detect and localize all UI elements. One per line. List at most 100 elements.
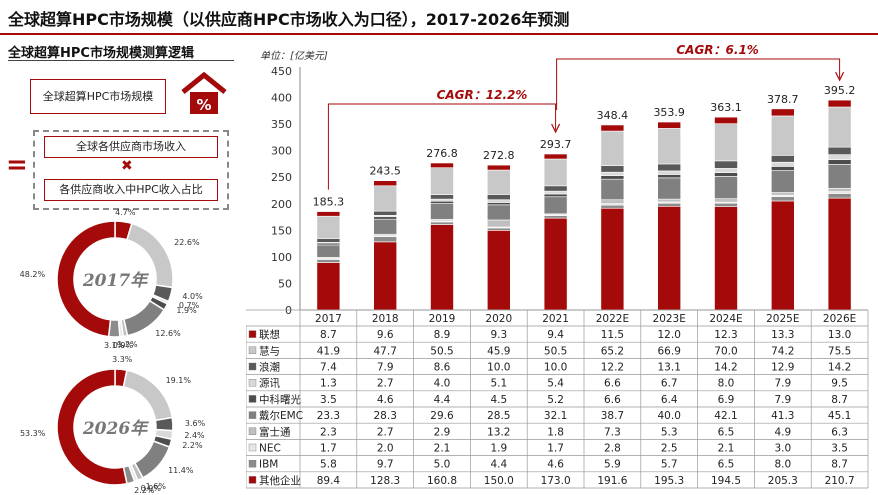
bar-segment — [487, 219, 511, 228]
bar-segment — [373, 180, 397, 187]
legend-swatch — [248, 443, 257, 452]
table-cell: 32.1 — [544, 410, 567, 422]
table-cell: 2.3 — [320, 426, 337, 438]
bar-segment — [657, 177, 682, 200]
market-size-box: 全球超算HPC市场规模 — [30, 79, 166, 114]
table-cell: 13.1 — [658, 362, 681, 374]
cagr-line-1 — [327, 103, 557, 190]
series-name: 其他企业 — [259, 474, 301, 487]
donut-percent-label: 3.3% — [112, 355, 133, 365]
bar-segment — [714, 172, 738, 177]
y-tick-label: 200 — [271, 198, 292, 211]
donut-percent-label: 3.1% — [103, 340, 125, 350]
table-cell: 9.3 — [490, 329, 507, 341]
section-subtitle: 全球超算HPC市场规模测算逻辑 — [8, 46, 194, 61]
table-cell: 4.0 — [434, 378, 451, 390]
bar-segment — [487, 227, 511, 231]
table-cell: 2.1 — [434, 443, 451, 455]
table-cell: 12.0 — [658, 329, 681, 341]
donut-2026: 2026年 — [56, 368, 174, 486]
bar-segment — [487, 164, 511, 171]
bar-segment — [543, 158, 568, 187]
total-label: 378.7 — [767, 93, 799, 106]
bar-segment — [543, 193, 568, 198]
donut-slice — [56, 220, 116, 338]
bar-segment — [600, 204, 625, 209]
bar-segment — [714, 198, 738, 203]
table-cell: 7.9 — [774, 378, 791, 390]
supplier-revenue-box: 全球各供应商市场收入 — [44, 136, 218, 158]
bar-segment — [770, 196, 795, 202]
table-cell: 50.5 — [544, 345, 567, 357]
cagr-line-2 — [556, 58, 841, 111]
donut-percent-label: 22.6% — [174, 238, 200, 248]
bar-segment — [600, 124, 625, 132]
table-cell: 66.9 — [658, 345, 681, 357]
page-title: 全球超算HPC市场规模（以供应商HPC市场收入为口径），2017-2026年预测 — [8, 10, 570, 29]
donut-percent-label: 19.1% — [165, 375, 191, 385]
table-cell: 12.3 — [714, 329, 737, 341]
table-cell: 38.7 — [601, 410, 624, 422]
table-cell: 7.4 — [320, 362, 337, 374]
table-cell: 6.7 — [661, 378, 678, 390]
table-cell: 5.4 — [547, 378, 564, 390]
legend-swatch — [248, 476, 257, 484]
table-cell: 4.4 — [434, 394, 451, 406]
table-cell: 9.5 — [831, 378, 848, 390]
total-label: 272.8 — [483, 149, 515, 162]
donut-slice — [56, 368, 128, 486]
bar-segment — [316, 215, 341, 239]
table-cell: 1.7 — [320, 443, 337, 455]
legend-swatch — [248, 411, 257, 419]
bar-segment — [487, 199, 511, 203]
bar-segment — [543, 217, 568, 311]
table-cell: 4.9 — [774, 426, 791, 438]
bar-segment — [827, 197, 852, 311]
donut-percent-label: 2.2% — [182, 440, 203, 450]
table-cell: 13.2 — [487, 426, 510, 438]
legend-swatch — [248, 427, 257, 435]
table-cell: 89.4 — [317, 475, 341, 487]
legend-swatch — [248, 362, 257, 371]
bar-segment — [770, 192, 795, 196]
y-tick-label: 400 — [271, 92, 292, 105]
y-tick-label: 250 — [271, 171, 292, 184]
series-name: 中科曙光 — [259, 393, 301, 406]
bar-segment — [373, 210, 397, 216]
table-cell: 8.7 — [320, 329, 337, 341]
bar-segment — [714, 202, 738, 207]
table-cell: 50.5 — [430, 345, 453, 357]
bar-segment — [430, 200, 454, 204]
y-tick-label: 450 — [271, 65, 292, 78]
donut-percent-label: 1.6% — [145, 482, 166, 492]
total-label: 395.2 — [824, 84, 856, 97]
series-name: NEC — [259, 443, 281, 455]
table-cell: 42.1 — [714, 410, 737, 422]
donut-percent-label: 3.6% — [184, 418, 206, 428]
total-label: 243.5 — [369, 165, 401, 178]
stacked-bar-chart: 单位：[亿美元] 0 50 100 150 200 250 300 350 400 450 185.3… — [246, 43, 869, 489]
x-tick-label: 2025E — [766, 313, 799, 325]
hpc-share-box: 各供应商收入中HPC收入占比 — [44, 179, 218, 201]
table-cell: 6.9 — [718, 394, 735, 406]
market-size-label: 全球超算HPC市场规模 — [42, 90, 154, 103]
donut-percent-label: 0.9% — [140, 484, 161, 494]
table-cell: 8.7 — [831, 459, 848, 471]
table-cell: 5.1 — [490, 378, 507, 390]
table-cell: 5.9 — [604, 459, 621, 471]
bar-segment — [600, 178, 625, 201]
table-cell: 5.7 — [661, 459, 678, 471]
table-cell: 28.3 — [374, 410, 397, 422]
x-tick-label: 2026E — [823, 313, 856, 325]
table-cell: 205.3 — [768, 475, 798, 487]
donut-percent-label: 4.0% — [182, 292, 203, 301]
table-cell: 1.8 — [547, 426, 564, 438]
bar-segment — [657, 121, 682, 129]
bar-segment — [430, 221, 454, 225]
table-cell: 12.9 — [771, 362, 794, 374]
table-cell: 160.8 — [427, 475, 457, 487]
bar-segment — [373, 241, 397, 311]
bar-segment — [827, 99, 852, 108]
bar-segment — [487, 202, 511, 206]
table-cell: 29.6 — [430, 410, 454, 422]
